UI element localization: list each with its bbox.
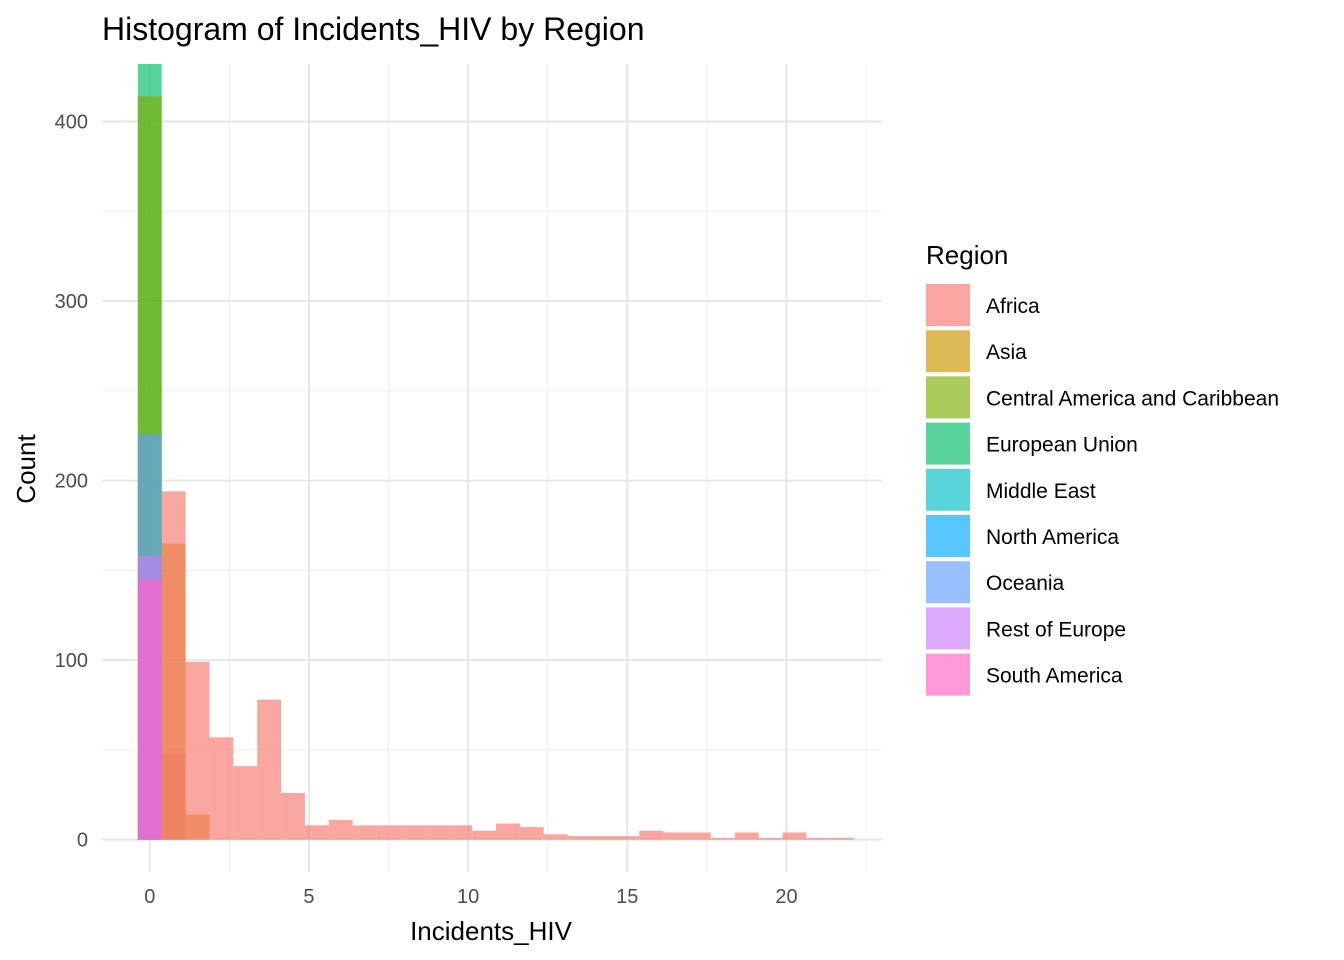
legend-label: South America <box>986 665 1123 688</box>
histogram-bar <box>137 579 162 840</box>
histogram-bar <box>687 832 711 840</box>
legend-swatch <box>926 422 970 465</box>
legend-swatch <box>926 561 970 604</box>
y-axis-title: Count <box>11 434 41 504</box>
y-tick-label: 0 <box>77 830 88 852</box>
histogram-bar <box>233 766 258 840</box>
legend-swatch <box>926 376 970 419</box>
histogram-bar <box>567 836 592 840</box>
y-axis-ticks: 0 100 200 300 400 <box>55 111 88 851</box>
legend-label: Central America and Caribbean <box>986 387 1279 410</box>
x-axis-title: Incidents_HIV <box>410 916 573 946</box>
histogram-bar <box>830 837 855 840</box>
histogram-bar <box>734 832 759 840</box>
histogram-bar <box>376 825 401 840</box>
histogram-bars <box>137 64 855 840</box>
histogram-bar <box>400 825 425 840</box>
histogram-bar <box>663 832 687 840</box>
legend-label: Middle East <box>986 480 1096 503</box>
legend-label: Asia <box>986 341 1027 364</box>
y-tick-label: 300 <box>55 291 88 313</box>
x-tick-label: 20 <box>775 886 797 908</box>
legend-title: Region <box>926 240 1008 270</box>
histogram-bar <box>591 836 616 840</box>
x-axis-ticks: 0 5 10 15 20 <box>144 886 797 908</box>
histogram-bar <box>519 827 544 840</box>
legend-label: Africa <box>986 295 1040 318</box>
legend-label: North America <box>986 526 1119 549</box>
histogram-bar <box>185 661 210 840</box>
x-tick-label: 10 <box>457 886 479 908</box>
y-tick-label: 100 <box>55 650 88 672</box>
histogram-bar <box>424 825 449 840</box>
histogram-bar <box>161 491 186 840</box>
histogram-bar <box>328 819 353 840</box>
histogram-bar <box>782 832 807 840</box>
histogram-bar <box>209 737 234 840</box>
histogram-bar <box>281 792 305 840</box>
histogram-bar <box>639 830 664 840</box>
legend-label: Rest of Europe <box>986 618 1126 641</box>
x-tick-label: 0 <box>144 886 155 908</box>
legend-swatch <box>926 284 970 326</box>
histogram-bar <box>615 836 640 840</box>
legend-label: Oceania <box>986 572 1065 595</box>
histogram-bar <box>448 825 473 840</box>
histogram-bar <box>352 825 377 840</box>
legend-swatch <box>926 468 970 511</box>
histogram-bar <box>806 837 831 840</box>
histogram-bar <box>710 837 735 840</box>
y-tick-label: 400 <box>55 111 88 133</box>
histogram-bar <box>758 837 783 840</box>
histogram-bar <box>304 825 329 840</box>
legend-swatch <box>926 515 970 557</box>
histogram-bar <box>472 830 496 840</box>
legend: Region Africa Asia Central America and Car… <box>926 240 1279 696</box>
x-tick-label: 15 <box>616 886 638 908</box>
legend-label: European Union <box>986 434 1138 457</box>
chart-title: Histogram of Incidents_HIV by Region <box>102 11 644 47</box>
histogram-bar <box>543 834 568 840</box>
legend-swatch <box>926 607 970 650</box>
x-tick-label: 5 <box>303 886 314 908</box>
histogram-bar <box>257 699 282 840</box>
legend-swatch <box>926 330 970 373</box>
histogram-bar <box>495 823 520 840</box>
y-tick-label: 200 <box>55 471 88 493</box>
legend-swatch <box>926 653 970 696</box>
